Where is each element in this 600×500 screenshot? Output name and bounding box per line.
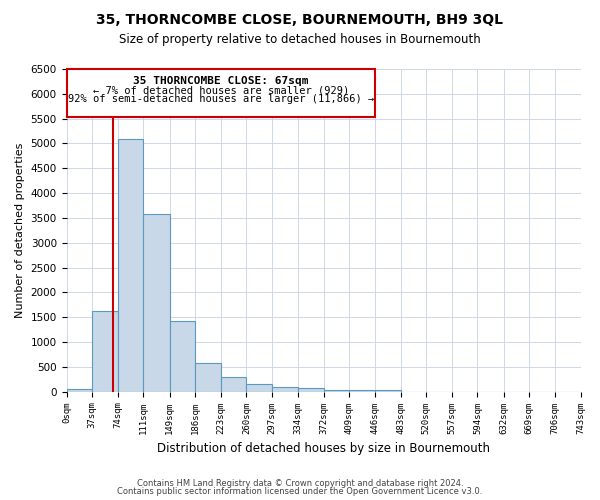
Bar — [324, 390, 349, 392]
Text: 35 THORNCOMBE CLOSE: 67sqm: 35 THORNCOMBE CLOSE: 67sqm — [133, 76, 308, 86]
Bar — [195, 363, 221, 392]
Text: Contains HM Land Registry data © Crown copyright and database right 2024.: Contains HM Land Registry data © Crown c… — [137, 478, 463, 488]
Text: ← 7% of detached houses are smaller (929): ← 7% of detached houses are smaller (929… — [92, 86, 349, 96]
Bar — [298, 388, 324, 392]
FancyBboxPatch shape — [67, 69, 375, 117]
Bar — [170, 321, 195, 392]
Bar — [221, 377, 247, 392]
Bar — [67, 389, 92, 392]
Text: 35, THORNCOMBE CLOSE, BOURNEMOUTH, BH9 3QL: 35, THORNCOMBE CLOSE, BOURNEMOUTH, BH9 3… — [97, 12, 503, 26]
Bar — [143, 214, 170, 392]
Bar — [92, 312, 118, 392]
Bar — [349, 390, 375, 392]
Bar — [247, 384, 272, 392]
Y-axis label: Number of detached properties: Number of detached properties — [15, 142, 25, 318]
X-axis label: Distribution of detached houses by size in Bournemouth: Distribution of detached houses by size … — [157, 442, 490, 455]
Bar — [375, 390, 401, 392]
Bar — [272, 387, 298, 392]
Bar — [118, 140, 143, 392]
Text: Contains public sector information licensed under the Open Government Licence v3: Contains public sector information licen… — [118, 487, 482, 496]
Text: 92% of semi-detached houses are larger (11,866) →: 92% of semi-detached houses are larger (… — [68, 94, 374, 104]
Text: Size of property relative to detached houses in Bournemouth: Size of property relative to detached ho… — [119, 32, 481, 46]
